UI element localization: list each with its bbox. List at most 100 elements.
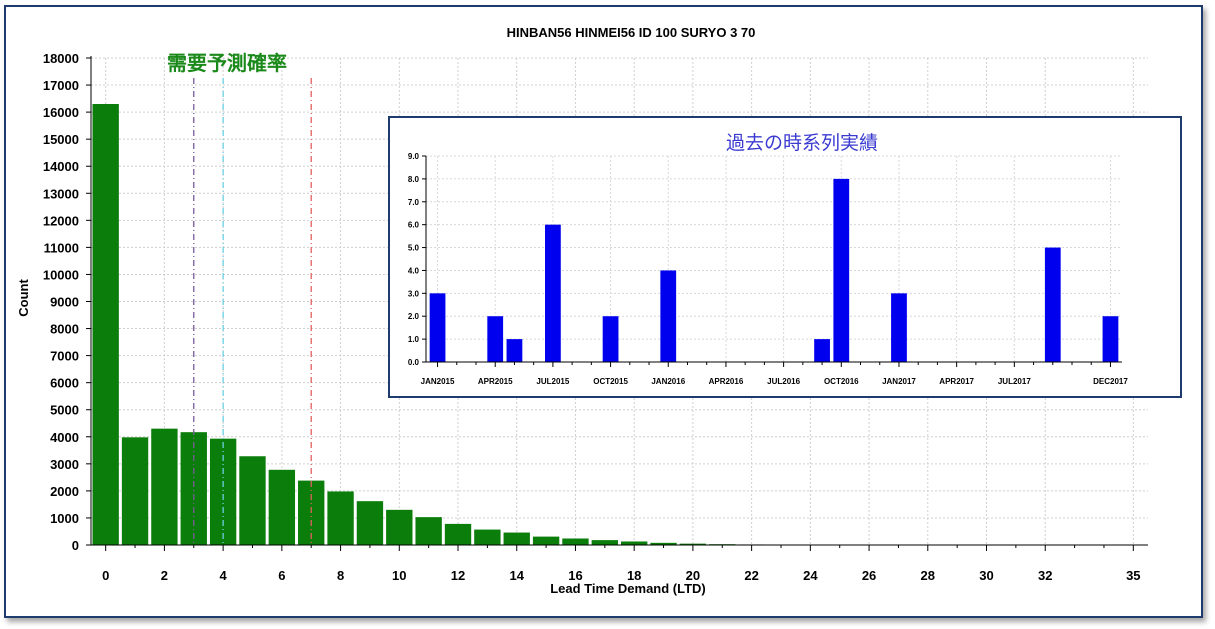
bar xyxy=(356,501,384,545)
inset-bar xyxy=(814,339,830,362)
x-tick-label: 10 xyxy=(392,568,406,583)
bar xyxy=(562,538,589,545)
inset-bar xyxy=(1102,316,1119,362)
bar xyxy=(239,456,266,545)
x-tick-label: 32 xyxy=(1038,568,1052,583)
inset-x-tick-label: APR2015 xyxy=(478,377,513,386)
x-tick-labels: 0 2 4 6 8 10 12 14 16 18 20 22 24 26 28 30 32 35 xyxy=(102,568,1140,583)
x-tick-label: 12 xyxy=(451,568,465,583)
bar xyxy=(180,432,207,545)
bar xyxy=(591,540,618,545)
y-tick-labels: 0 1000 2000 3000 4000 5000 6000 7000 8000 9000 100… xyxy=(43,51,79,553)
x-axis-label: Lead Time Demand (LTD) xyxy=(550,581,706,596)
inset-x-tick-labels: JAN2015 APR2015 JUL2015 OCT2015 JAN2016 APR20… xyxy=(421,377,1129,386)
x-tick-label: 35 xyxy=(1126,568,1140,583)
inset-x-tick-label: JUL2015 xyxy=(536,377,569,386)
x-tick-label: 6 xyxy=(278,568,285,583)
inset-y-tick-label: 2.0 xyxy=(408,312,420,321)
inset-y-tick-label: 3.0 xyxy=(408,289,420,298)
y-tick-label: 10000 xyxy=(43,267,79,282)
y-tick-label: 11000 xyxy=(44,240,79,255)
inset-x-tick-label: JAN2017 xyxy=(882,377,916,386)
x-tick-label: 30 xyxy=(979,568,993,583)
bar xyxy=(474,529,501,545)
inset-y-tick-labels: 0.0 1.0 2.0 3.0 4.0 5.0 6.0 7.0 8.0 9.0 xyxy=(408,152,420,367)
x-tick-label: 26 xyxy=(862,568,876,583)
inset-y-tick-label: 9.0 xyxy=(408,152,420,161)
inset-y-tick-label: 5.0 xyxy=(408,244,420,253)
inset-y-tick-label: 7.0 xyxy=(408,198,420,207)
bar xyxy=(415,517,442,545)
inset-grid xyxy=(426,155,1122,363)
bar xyxy=(151,428,178,545)
bar xyxy=(532,536,560,545)
timeseries-chart: 過去の時系列実績 0.01.02.03.04.05.06.07.08.09.0 … xyxy=(408,132,1129,386)
inset-x-tick-label: JAN2015 xyxy=(421,377,455,386)
inset-x-tick-label: JAN2016 xyxy=(651,377,685,386)
bar xyxy=(444,523,472,545)
x-tick-label: 14 xyxy=(510,568,525,583)
x-tick-label: 22 xyxy=(744,568,758,583)
y-tick-label: 4000 xyxy=(50,430,79,445)
inset-x-tick-label: APR2017 xyxy=(939,377,974,386)
inset-y-tick-label: 0.0 xyxy=(408,358,420,367)
x-tick-label: 2 xyxy=(161,568,168,583)
inset-bar xyxy=(429,293,446,362)
bar xyxy=(503,532,530,545)
y-tick-label: 2000 xyxy=(50,484,79,499)
bar xyxy=(327,491,354,545)
x-tick-label: 0 xyxy=(102,568,109,583)
inset-bar xyxy=(660,270,677,362)
y-tick-label: 13000 xyxy=(43,186,79,201)
forecast-annotation: 需要予測確率 xyxy=(167,51,287,75)
axes xyxy=(86,56,1148,551)
y-tick-label: 0 xyxy=(72,538,79,553)
y-tick-label: 8000 xyxy=(50,322,79,337)
inset-panel: 過去の時系列実績 0.0 1.0 2.0 3.0 4.0 5.0 6.0 7.0 8.0 9.0 … xyxy=(388,116,1182,398)
bar xyxy=(650,542,677,545)
inset-title: 過去の時系列実績 xyxy=(726,132,878,154)
y-tick-label: 18000 xyxy=(43,51,79,66)
inset-bar xyxy=(891,293,907,362)
inset-y-tick-label: 1.0 xyxy=(408,335,420,344)
inset-bar xyxy=(506,339,523,362)
inset-bar xyxy=(545,224,561,362)
y-tick-label: 3000 xyxy=(50,457,79,472)
inset-x-tick-label: APR2016 xyxy=(709,377,744,386)
bar xyxy=(679,543,707,545)
y-tick-label: 6000 xyxy=(50,376,79,391)
x-tick-label: 28 xyxy=(921,568,935,583)
inset-x-tick-label: DEC2017 xyxy=(1093,377,1128,386)
bar xyxy=(268,469,296,545)
inset-x-tick-label: OCT2015 xyxy=(593,377,628,386)
bar xyxy=(121,437,149,545)
x-tick-label: 16 xyxy=(568,568,582,583)
inset-bars xyxy=(429,178,1119,362)
bar xyxy=(386,509,413,545)
y-tick-label: 9000 xyxy=(50,295,79,310)
inset-y-tick-label: 4.0 xyxy=(408,266,420,275)
inset-x-tick-label: JUL2016 xyxy=(767,377,800,386)
y-tick-label: 1000 xyxy=(50,511,79,526)
inset-bar xyxy=(1044,247,1061,362)
inset-bar xyxy=(602,316,619,362)
inset-y-tick-label: 6.0 xyxy=(408,221,420,230)
y-tick-label: 5000 xyxy=(50,403,79,418)
bars xyxy=(92,103,795,545)
x-tick-label: 4 xyxy=(220,568,228,583)
y-axis-label: Count xyxy=(16,279,31,317)
x-tick-label: 8 xyxy=(337,568,344,583)
inset-bar xyxy=(833,178,850,362)
chart-title: HINBAN56 HINMEI56 ID 100 SURYO 3 70 xyxy=(507,25,756,40)
y-tick-label: 14000 xyxy=(43,159,79,174)
inset-axes xyxy=(422,155,1122,367)
x-tick-label: 18 xyxy=(627,568,641,583)
inset-x-tick-label: JUL2017 xyxy=(998,377,1031,386)
y-tick-label: 7000 xyxy=(50,349,79,364)
x-tick-label: 24 xyxy=(803,568,818,583)
y-tick-label: 12000 xyxy=(43,213,79,228)
y-tick-label: 17000 xyxy=(43,78,79,93)
bar xyxy=(92,103,119,545)
inset-x-tick-label: OCT2016 xyxy=(824,377,859,386)
bar xyxy=(621,541,648,545)
